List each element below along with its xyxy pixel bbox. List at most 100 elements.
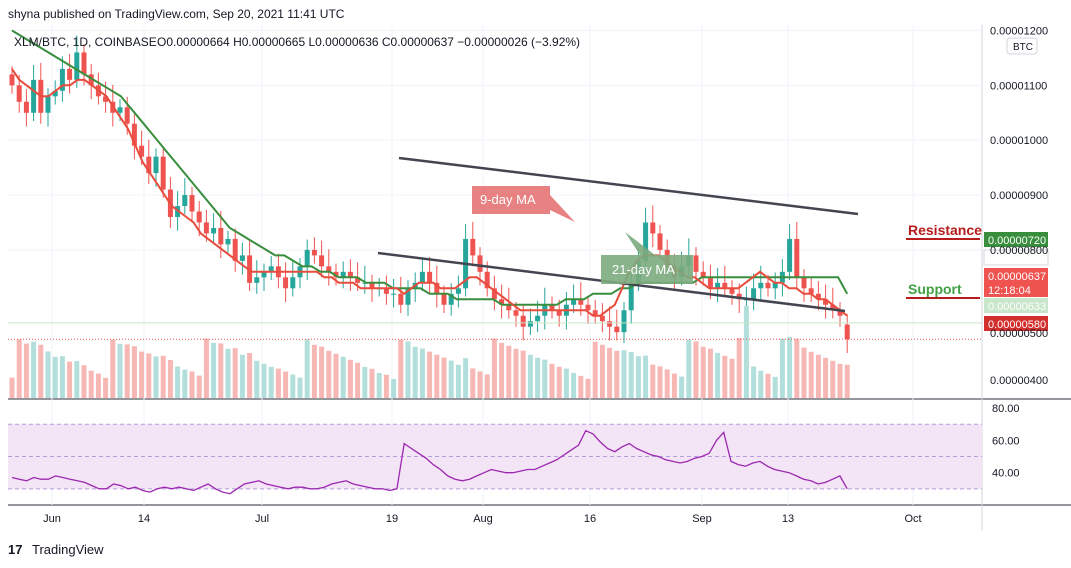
- volume-bar: [9, 377, 15, 398]
- price-tag-text: 0.00000580: [988, 319, 1046, 331]
- volume-bar: [189, 371, 195, 398]
- volume-bar: [16, 339, 22, 398]
- volume-bar: [110, 339, 116, 398]
- candle-body: [657, 233, 663, 250]
- volume-bar: [801, 347, 807, 398]
- volume-bar: [131, 346, 137, 398]
- candle-body: [491, 288, 497, 300]
- volume-bar: [671, 373, 677, 398]
- ma21-line: [11, 29, 849, 306]
- volume-bar: [823, 357, 829, 398]
- support-label: Support: [908, 281, 962, 297]
- volume-bar: [175, 366, 181, 398]
- volume-bar: [787, 336, 793, 398]
- volume-bar: [304, 339, 310, 398]
- price-tag: [984, 298, 1048, 313]
- candle-body: [448, 293, 454, 305]
- volume-bar: [484, 374, 490, 398]
- volume-bar: [398, 339, 404, 398]
- volume-bar: [239, 354, 245, 398]
- volume-bar: [427, 351, 433, 398]
- volume-bar: [434, 354, 440, 398]
- candle-body: [117, 107, 123, 113]
- candle-body: [736, 293, 742, 300]
- volume-bar: [736, 338, 742, 398]
- candle-body: [355, 277, 361, 283]
- volume-bar: [74, 361, 80, 398]
- date-axis-label: 16: [584, 513, 596, 525]
- volume-bar: [95, 373, 101, 398]
- candle-body: [707, 277, 713, 289]
- candle-body: [830, 304, 836, 311]
- volume-bar: [477, 371, 483, 398]
- candle-body: [16, 85, 22, 102]
- price-tag-text: 0.00000720: [988, 235, 1046, 247]
- candle-body: [369, 282, 375, 289]
- volume-bar: [362, 367, 368, 398]
- price-tag: [983, 249, 1049, 266]
- volume-bar: [355, 362, 361, 398]
- candle-body: [103, 96, 109, 102]
- price-tag: [984, 316, 1048, 331]
- volume-bar: [347, 359, 353, 398]
- volume-bar: [765, 373, 771, 398]
- svg-text:17: 17: [8, 542, 22, 557]
- rsi-axis-label: 80.00: [992, 403, 1020, 415]
- candle-body: [405, 288, 411, 305]
- volume-bar: [225, 348, 231, 398]
- publisher-line: shyna published on TradingView.com, Sep …: [8, 7, 345, 21]
- volume-bar: [815, 354, 821, 398]
- candle-body: [283, 277, 289, 289]
- volume-bar: [88, 370, 94, 398]
- candle-body: [844, 324, 850, 340]
- volume-bar: [139, 351, 145, 398]
- rsi-axis-label: 60.00: [992, 435, 1020, 447]
- volume-bar: [153, 356, 159, 398]
- candle-body: [398, 293, 404, 305]
- candle-body: [527, 321, 533, 327]
- candle-body: [585, 304, 591, 311]
- candle-body: [218, 227, 224, 245]
- volume-bar: [506, 345, 512, 398]
- candle-body: [520, 315, 526, 327]
- date-axis-label: Aug: [473, 513, 493, 525]
- candle-body: [203, 222, 209, 234]
- candle-body: [535, 315, 541, 322]
- candle-body: [801, 277, 807, 289]
- resistance-label: Resistance: [908, 222, 982, 238]
- ma9-callout-text: 9-day MA: [480, 192, 536, 207]
- candle-body: [23, 101, 29, 113]
- volume-bar: [578, 375, 584, 398]
- price-axis-label: 0.00001200: [990, 25, 1048, 37]
- date-axis-label: Oct: [904, 513, 921, 525]
- volume-bar: [196, 375, 202, 398]
- volume-bar: [167, 360, 173, 398]
- candle-body: [599, 315, 605, 322]
- volume-bar: [326, 350, 332, 398]
- volume-bar: [376, 373, 382, 398]
- volume-bar: [31, 341, 37, 398]
- volume-bar: [383, 374, 389, 398]
- candle-body: [9, 74, 15, 86]
- volume-bar: [549, 363, 555, 398]
- candle-body: [772, 282, 778, 289]
- candle-body: [189, 195, 195, 212]
- candle-body: [419, 271, 425, 283]
- candle-body: [693, 255, 699, 272]
- volume-bar: [297, 377, 303, 398]
- volume-bar: [614, 350, 620, 398]
- volume-bar: [333, 353, 339, 398]
- candle-body: [513, 310, 519, 316]
- volume-bar: [124, 344, 130, 398]
- candle-body: [311, 249, 317, 256]
- volume-bar: [592, 341, 598, 398]
- volume-bar: [599, 344, 605, 398]
- volume-bar: [779, 338, 785, 398]
- candle-body: [592, 310, 598, 316]
- volume-bar: [275, 368, 281, 398]
- volume-bar: [311, 344, 317, 398]
- price-axis-label: 0.00000800: [990, 245, 1048, 257]
- candle-body: [700, 271, 706, 278]
- volume-bar: [794, 338, 800, 398]
